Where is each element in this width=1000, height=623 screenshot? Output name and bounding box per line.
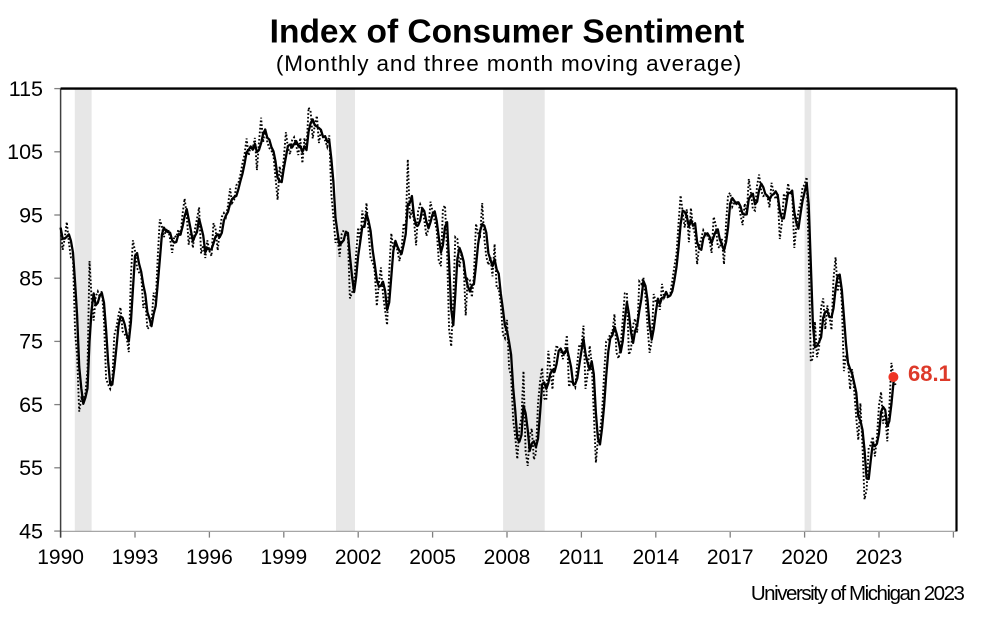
svg-text:95: 95 — [19, 203, 43, 227]
svg-text:2002: 2002 — [335, 546, 382, 569]
svg-text:University of Michigan 2023: University of Michigan 2023 — [751, 582, 965, 605]
svg-text:1996: 1996 — [186, 546, 233, 569]
svg-text:2011: 2011 — [559, 546, 604, 569]
svg-text:2020: 2020 — [781, 546, 828, 569]
svg-text:68.1: 68.1 — [908, 361, 951, 386]
svg-text:1993: 1993 — [112, 546, 159, 569]
svg-text:45: 45 — [19, 519, 43, 543]
svg-text:105: 105 — [7, 140, 43, 164]
svg-text:2017: 2017 — [707, 546, 754, 569]
svg-text:1990: 1990 — [37, 546, 84, 569]
svg-text:115: 115 — [9, 77, 43, 101]
svg-text:85: 85 — [19, 267, 43, 291]
svg-text:(Monthly and three month movin: (Monthly and three month moving average) — [276, 51, 742, 76]
svg-text:65: 65 — [19, 393, 43, 417]
svg-text:55: 55 — [19, 456, 43, 480]
svg-text:1999: 1999 — [260, 546, 307, 569]
svg-text:75: 75 — [19, 330, 43, 354]
svg-text:2008: 2008 — [484, 546, 531, 569]
svg-text:2005: 2005 — [409, 546, 456, 569]
svg-text:2014: 2014 — [632, 546, 679, 569]
svg-text:2023: 2023 — [856, 546, 903, 569]
svg-text:Index of Consumer Sentiment: Index of Consumer Sentiment — [270, 14, 745, 51]
